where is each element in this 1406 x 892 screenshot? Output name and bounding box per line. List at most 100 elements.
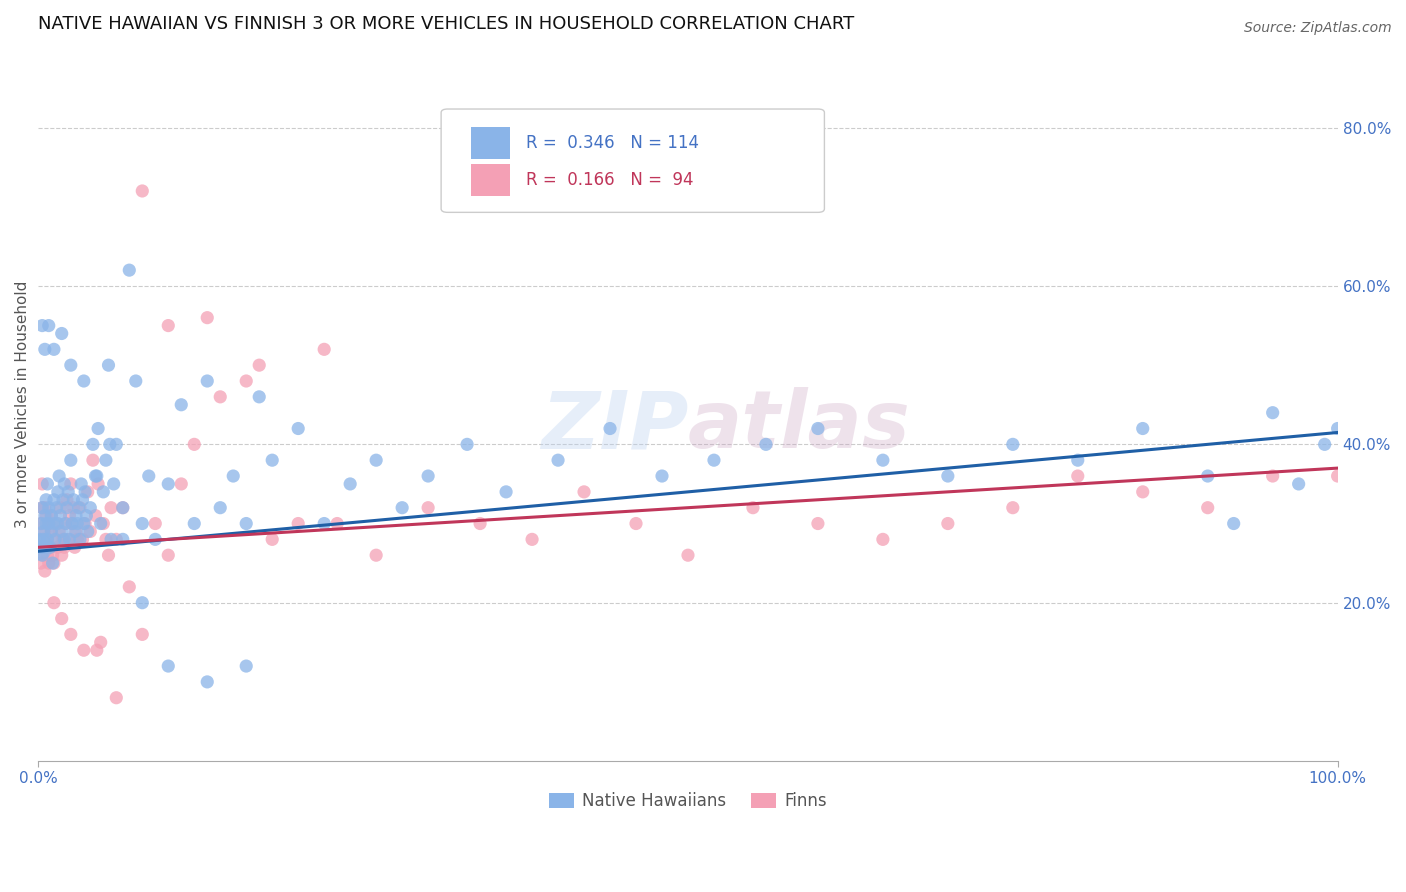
Text: atlas: atlas	[688, 387, 911, 465]
Point	[105, 690, 128, 705]
Point	[138, 469, 160, 483]
FancyBboxPatch shape	[471, 164, 510, 196]
Point	[468, 516, 491, 531]
Point	[98, 437, 121, 451]
Point	[52, 533, 75, 547]
Point	[63, 524, 86, 539]
Point	[46, 541, 69, 555]
Point	[807, 421, 830, 435]
Point	[65, 524, 87, 539]
Point	[42, 492, 65, 507]
Point	[69, 500, 91, 515]
Point	[111, 500, 134, 515]
Point	[37, 477, 59, 491]
Point	[91, 516, 114, 531]
Point	[326, 516, 349, 531]
Point	[49, 508, 72, 523]
Point	[262, 453, 284, 467]
Point	[48, 469, 70, 483]
Point	[69, 533, 91, 547]
Point	[131, 184, 153, 198]
Point	[60, 516, 83, 531]
Point	[30, 541, 52, 555]
Point	[100, 533, 122, 547]
Point	[59, 477, 82, 491]
Point	[262, 533, 284, 547]
Point	[1261, 469, 1284, 483]
Point	[247, 358, 270, 372]
Point	[41, 508, 63, 523]
Point	[1067, 469, 1090, 483]
Point	[235, 374, 257, 388]
Point	[66, 516, 89, 531]
Point	[287, 516, 309, 531]
Point	[38, 556, 60, 570]
Text: R =  0.346   N = 114: R = 0.346 N = 114	[526, 134, 699, 152]
Point	[572, 484, 595, 499]
Point	[157, 318, 180, 333]
Point	[209, 390, 232, 404]
Point	[94, 533, 117, 547]
Point	[82, 453, 104, 467]
Point	[87, 421, 110, 435]
Point	[38, 500, 60, 515]
Point	[366, 548, 388, 562]
Point	[1222, 516, 1244, 531]
Point	[37, 548, 59, 562]
Point	[45, 500, 67, 515]
Point	[195, 674, 218, 689]
Point	[55, 516, 77, 531]
Point	[111, 533, 134, 547]
Point	[651, 469, 673, 483]
Point	[339, 477, 361, 491]
Point	[67, 500, 90, 515]
Point	[75, 508, 97, 523]
Point	[807, 516, 830, 531]
Point	[90, 516, 112, 531]
Point	[195, 374, 218, 388]
Point	[76, 524, 98, 539]
Point	[53, 533, 76, 547]
Point	[97, 548, 120, 562]
Point	[416, 469, 439, 483]
Point	[97, 358, 120, 372]
Point	[30, 516, 52, 531]
Point	[51, 611, 73, 625]
Point	[56, 492, 79, 507]
Point	[35, 492, 58, 507]
Point	[32, 548, 55, 562]
Point	[105, 533, 128, 547]
Text: Source: ZipAtlas.com: Source: ZipAtlas.com	[1244, 21, 1392, 35]
Point	[63, 541, 86, 555]
Point	[872, 533, 894, 547]
Point	[1288, 477, 1310, 491]
Point	[703, 453, 725, 467]
Point	[391, 500, 413, 515]
Point	[35, 508, 58, 523]
Point	[75, 516, 97, 531]
Point	[314, 343, 336, 357]
Point	[72, 533, 94, 547]
Legend: Native Hawaiians, Finns: Native Hawaiians, Finns	[543, 786, 834, 817]
Point	[59, 453, 82, 467]
Point	[1132, 421, 1154, 435]
Point	[520, 533, 543, 547]
Point	[84, 508, 107, 523]
Point	[41, 508, 63, 523]
Point	[53, 541, 76, 555]
Point	[1326, 469, 1348, 483]
Point	[75, 484, 97, 499]
Point	[495, 484, 517, 499]
Point	[31, 500, 53, 515]
Point	[547, 453, 569, 467]
Point	[118, 263, 141, 277]
Point	[79, 500, 101, 515]
Point	[131, 516, 153, 531]
Point	[37, 533, 59, 547]
Point	[44, 533, 66, 547]
Point	[287, 421, 309, 435]
Point	[72, 492, 94, 507]
Point	[157, 659, 180, 673]
Point	[34, 500, 56, 515]
Point	[100, 500, 122, 515]
